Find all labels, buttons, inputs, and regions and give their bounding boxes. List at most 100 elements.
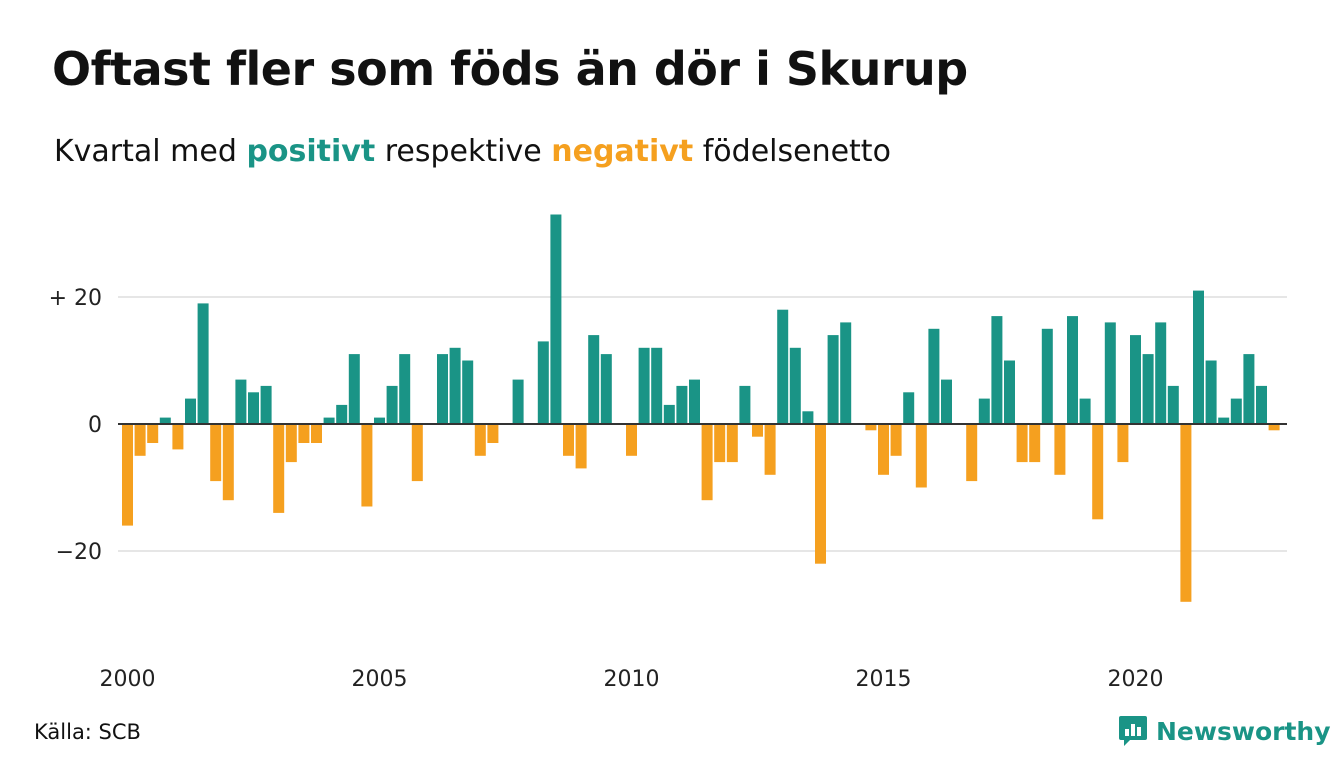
bar-2006Q2 <box>437 354 448 424</box>
x-tick-label: 2015 <box>856 667 912 692</box>
bar-2001Q1 <box>172 424 184 450</box>
brand-name: Newsworthy <box>1156 716 1331 746</box>
bar-2019Q1 <box>1079 398 1091 424</box>
bar-2002Q1 <box>222 424 234 501</box>
subtitle-positive-label: positivt <box>246 134 376 169</box>
bar-2009Q2 <box>588 335 600 424</box>
bar-2001Q2 <box>185 398 196 424</box>
bar-2013Q3 <box>802 411 814 424</box>
bar-2017Q4 <box>1016 424 1028 463</box>
bar-2014Q4 <box>865 424 877 431</box>
bar-2022Q1 <box>1230 398 1242 424</box>
bar-2007Q1 <box>474 424 486 456</box>
bar-2016Q4 <box>966 424 978 482</box>
subtitle-negative-label: negativt <box>551 134 694 169</box>
bar-2019Q3 <box>1104 322 1116 424</box>
bar-2000Q4 <box>159 417 171 424</box>
subtitle-middle: respektive <box>384 134 542 169</box>
subtitle-suffix: födelsenetto <box>702 134 891 169</box>
bar-2001Q3 <box>197 303 209 424</box>
bar-2018Q4 <box>1067 316 1078 424</box>
bar-2011Q3 <box>701 424 713 501</box>
bar-2005Q4 <box>411 424 423 482</box>
bar-2003Q3 <box>298 424 310 443</box>
bar-2017Q2 <box>991 316 1003 424</box>
bar-2014Q2 <box>840 322 852 424</box>
bar-2022Q4 <box>1268 424 1280 431</box>
bar-2012Q1 <box>726 424 738 463</box>
bar-chart-speech-icon <box>1119 716 1147 746</box>
bar-2004Q3 <box>348 354 360 424</box>
bar-2003Q4 <box>311 424 322 443</box>
bar-2010Q2 <box>638 347 650 424</box>
bar-2016Q1 <box>928 328 940 425</box>
chart-title: Oftast fler som föds än dör i Skurup <box>52 42 968 96</box>
bar-2016Q2 <box>941 379 952 424</box>
bar-2006Q4 <box>462 360 474 424</box>
bar-2014Q1 <box>827 335 839 424</box>
bar-2012Q4 <box>764 424 776 475</box>
bar-2011Q1 <box>676 385 688 424</box>
bar-2002Q3 <box>248 392 259 425</box>
chart-subtitle: Kvartal med positivt respektive negativt… <box>54 134 891 169</box>
x-tick-label: 2010 <box>604 667 660 692</box>
bar-2000Q3 <box>147 424 159 443</box>
bar-2015Q2 <box>890 424 902 456</box>
bar-2017Q1 <box>978 398 990 424</box>
bar-2013Q1 <box>777 309 789 424</box>
y-tick-label: + 20 <box>49 286 102 311</box>
bar-2020Q1 <box>1130 335 1141 424</box>
y-axis-ticks: + 20 0 −20 <box>49 286 102 565</box>
bar-2005Q3 <box>399 354 411 424</box>
bar-2007Q4 <box>512 379 524 424</box>
y-tick-label: −20 <box>56 540 102 565</box>
bar-2013Q4 <box>815 424 826 564</box>
bar-2001Q4 <box>210 424 222 482</box>
y-tick-label: 0 <box>88 413 102 438</box>
bar-2002Q2 <box>235 379 247 424</box>
x-tick-label: 2005 <box>352 667 408 692</box>
bar-2015Q4 <box>915 424 927 488</box>
gridlines <box>118 296 1287 552</box>
bar-2017Q3 <box>1004 360 1015 424</box>
bar-2007Q2 <box>487 424 499 443</box>
x-axis-ticks: 2000 2005 2010 2015 2020 <box>100 667 1164 692</box>
bar-2018Q3 <box>1054 424 1066 475</box>
bar-2012Q3 <box>752 424 763 437</box>
bar-2000Q1 <box>122 424 133 526</box>
bar-2012Q2 <box>739 385 751 424</box>
bar-2019Q4 <box>1117 424 1129 463</box>
bars <box>122 214 1280 602</box>
bar-2020Q3 <box>1155 322 1167 424</box>
bar-2020Q2 <box>1142 354 1154 424</box>
bar-2004Q4 <box>361 424 373 507</box>
bar-2011Q4 <box>714 424 726 463</box>
bar-2022Q3 <box>1256 385 1267 424</box>
bar-2021Q1 <box>1180 424 1192 602</box>
bar-2009Q1 <box>575 424 587 469</box>
bar-2011Q2 <box>689 379 700 424</box>
bar-2021Q4 <box>1218 417 1230 424</box>
bar-2003Q2 <box>285 424 297 463</box>
bar-2004Q2 <box>336 404 348 424</box>
bar-2003Q1 <box>273 424 285 513</box>
bar-2020Q4 <box>1167 385 1179 424</box>
bar-2005Q2 <box>386 385 398 424</box>
source-note: Källa: SCB <box>34 720 141 744</box>
bar-2013Q2 <box>789 347 801 424</box>
bar-2010Q1 <box>626 424 637 456</box>
bar-2004Q1 <box>323 417 335 424</box>
bar-2000Q2 <box>134 424 146 456</box>
bar-2008Q4 <box>563 424 574 456</box>
bar-2006Q3 <box>449 347 461 424</box>
bar-2021Q2 <box>1193 290 1204 424</box>
bar-2018Q1 <box>1029 424 1041 463</box>
bar-2009Q3 <box>600 354 612 424</box>
bar-2015Q3 <box>903 392 915 425</box>
bar-2002Q4 <box>260 385 272 424</box>
x-tick-label: 2000 <box>100 667 156 692</box>
bar-2008Q3 <box>550 214 562 424</box>
bar-2021Q3 <box>1205 360 1217 424</box>
newsworthy-logo: Newsworthy <box>1118 714 1331 748</box>
